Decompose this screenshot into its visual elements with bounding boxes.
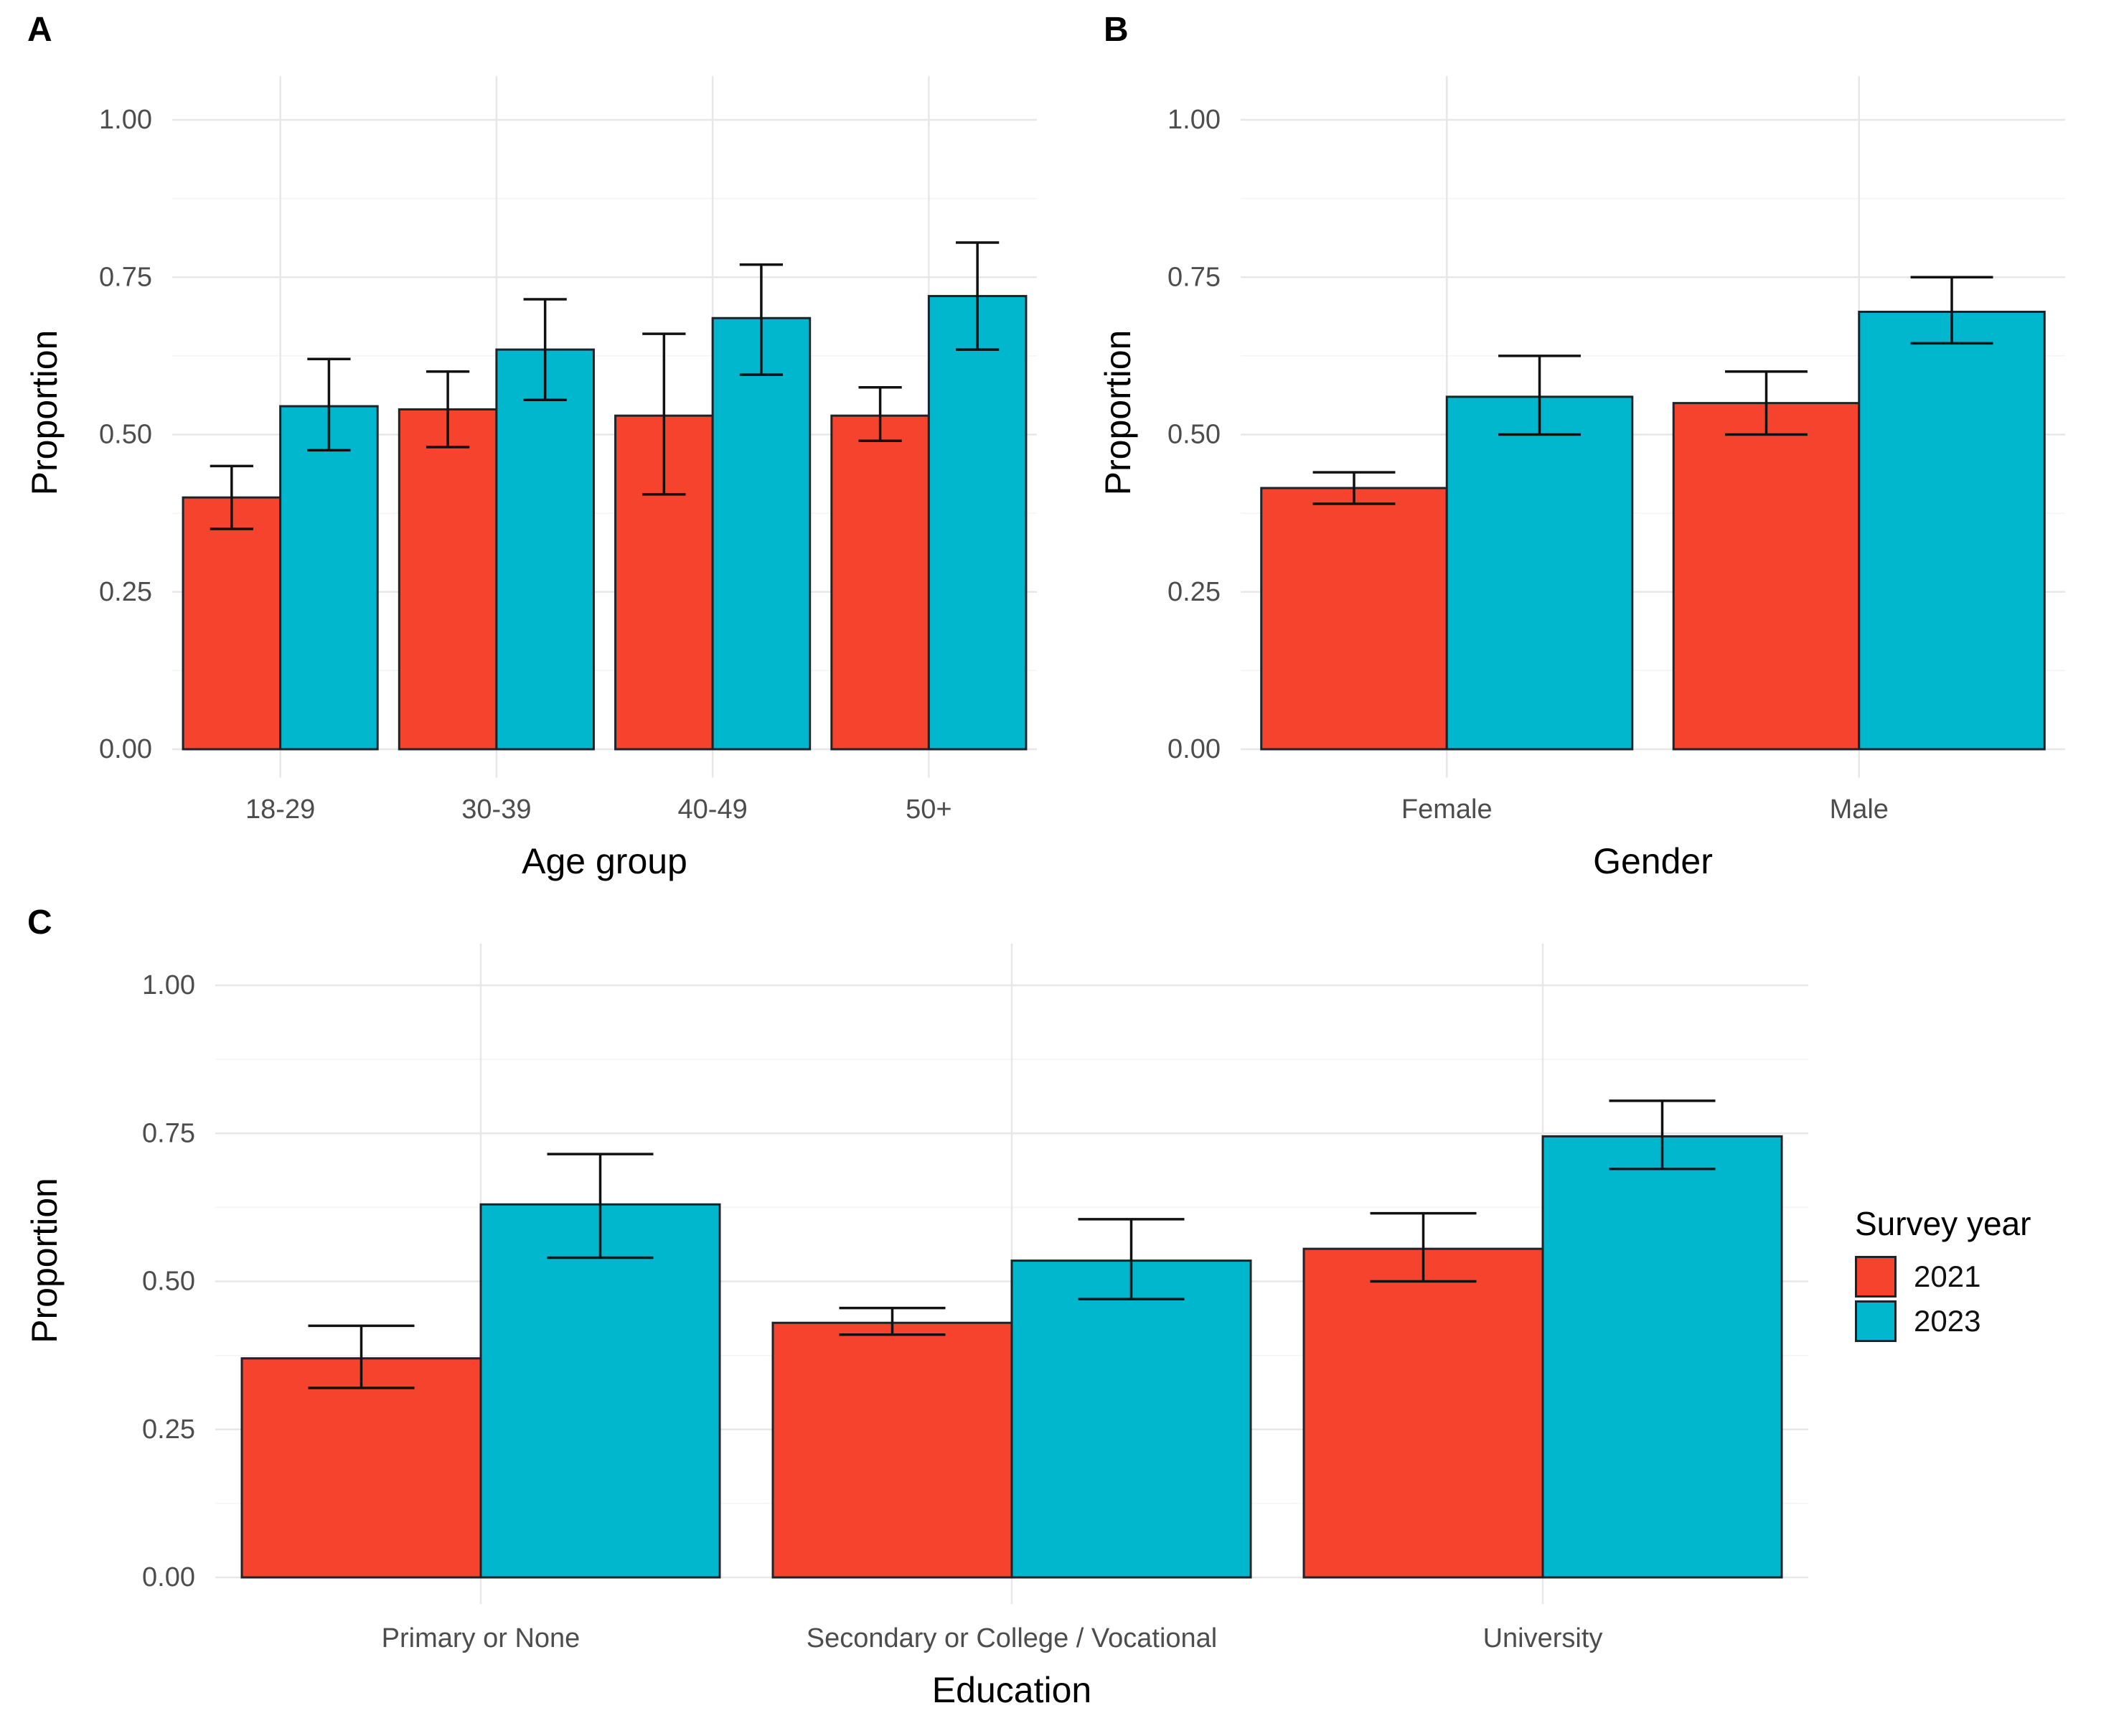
bar-2021-1 bbox=[1672, 402, 1861, 751]
legend-swatch-2021 bbox=[1855, 1256, 1897, 1298]
bar-2021-1 bbox=[398, 408, 498, 751]
svg-text:1.00: 1.00 bbox=[1167, 105, 1221, 135]
panel-label-b: B bbox=[1104, 11, 1129, 49]
bars-2023 bbox=[279, 295, 1028, 751]
error-bars-2021 bbox=[210, 332, 902, 530]
bars-2021 bbox=[1260, 402, 1861, 751]
error-bars-2023 bbox=[307, 241, 1000, 452]
y-axis-title: Proportion bbox=[24, 330, 65, 496]
error-bars-2021 bbox=[1312, 370, 1808, 505]
legend-items: 2021 2023 bbox=[1855, 1254, 2113, 1343]
bar-2021-0 bbox=[240, 1357, 482, 1579]
panel-label-a: A bbox=[27, 11, 52, 49]
y-axis-tick-labels: 0.00 0.25 0.50 0.75 1.00 bbox=[142, 970, 195, 1592]
bar-2021-0 bbox=[1260, 487, 1448, 751]
svg-text:0.00: 0.00 bbox=[142, 1562, 195, 1592]
bars-2023 bbox=[1445, 310, 2046, 751]
svg-text:Male: Male bbox=[1830, 794, 1889, 825]
svg-text:0.00: 0.00 bbox=[99, 734, 152, 764]
bar-2023-1 bbox=[1858, 310, 2046, 751]
bar-2021-2 bbox=[1302, 1247, 1544, 1579]
svg-text:0.25: 0.25 bbox=[142, 1414, 195, 1445]
bar-2021-0 bbox=[182, 496, 282, 751]
svg-text:0.50: 0.50 bbox=[1167, 420, 1221, 450]
panel-b-chart: 0.00 0.25 0.50 0.75 1.00 Female Male Gender Prop… bbox=[1098, 76, 2065, 881]
error-bars-2021 bbox=[308, 1211, 1477, 1389]
svg-text:50+: 50+ bbox=[906, 794, 951, 825]
bar-2023-0 bbox=[279, 405, 379, 751]
svg-text:18-29: 18-29 bbox=[245, 794, 315, 825]
bar-2021-1 bbox=[771, 1321, 1013, 1579]
svg-text:Primary or None: Primary or None bbox=[382, 1623, 581, 1653]
legend-item-2021: 2021 bbox=[1855, 1254, 2113, 1299]
svg-text:1.00: 1.00 bbox=[99, 105, 152, 135]
legend-item-2023: 2023 bbox=[1855, 1299, 2113, 1343]
legend-label-2023: 2023 bbox=[1914, 1304, 1981, 1338]
svg-text:0.50: 0.50 bbox=[99, 420, 152, 450]
y-axis-title: Proportion bbox=[1098, 330, 1138, 496]
x-axis-title: Education bbox=[932, 1670, 1091, 1710]
legend-label-2021: 2021 bbox=[1914, 1259, 1981, 1293]
panel-label-c: C bbox=[27, 904, 52, 942]
bar-2023-0 bbox=[1445, 395, 1634, 751]
bar-2023-3 bbox=[927, 295, 1028, 751]
svg-text:0.75: 0.75 bbox=[99, 262, 152, 292]
bars-2021 bbox=[240, 1247, 1544, 1579]
x-axis-category-labels: Primary or None Secondary or College / Vo… bbox=[382, 1623, 1603, 1653]
y-axis-title: Proportion bbox=[24, 1178, 65, 1343]
bar-2023-0 bbox=[479, 1203, 721, 1579]
svg-text:0.50: 0.50 bbox=[142, 1267, 195, 1297]
bar-2023-1 bbox=[495, 348, 595, 751]
bar-2023-2 bbox=[1541, 1135, 1783, 1579]
error-bars-2023 bbox=[547, 1099, 1716, 1300]
error-bars-2023 bbox=[1498, 276, 1993, 436]
svg-text:0.75: 0.75 bbox=[1167, 262, 1221, 292]
legend-title: Survey year bbox=[1855, 1205, 2031, 1242]
svg-text:1.00: 1.00 bbox=[142, 970, 195, 1000]
svg-text:40-49: 40-49 bbox=[678, 794, 748, 825]
panel-c-chart: 0.00 0.25 0.50 0.75 1.00 Primary or None Secon… bbox=[24, 944, 1808, 1710]
x-axis-category-labels: Female Male bbox=[1401, 794, 1889, 825]
survey-year-legend: Survey year 2021 2023 bbox=[1855, 1204, 2113, 1343]
bars-2023 bbox=[479, 1135, 1783, 1579]
svg-text:0.75: 0.75 bbox=[142, 1118, 195, 1148]
svg-text:30-39: 30-39 bbox=[461, 794, 531, 825]
bar-2021-3 bbox=[830, 414, 930, 751]
x-axis-title: Gender bbox=[1593, 841, 1713, 881]
x-axis-category-labels: 18-29 30-39 40-49 50+ bbox=[245, 794, 952, 825]
x-axis-title: Age group bbox=[522, 841, 687, 881]
y-axis-tick-labels: 0.00 0.25 0.50 0.75 1.00 bbox=[1167, 105, 1221, 764]
svg-text:Secondary or College / Vocatio: Secondary or College / Vocational bbox=[807, 1623, 1217, 1653]
legend-swatch-2023 bbox=[1855, 1300, 1897, 1342]
y-axis-tick-labels: 0.00 0.25 0.50 0.75 1.00 bbox=[99, 105, 152, 764]
svg-text:0.25: 0.25 bbox=[1167, 577, 1221, 607]
svg-text:University: University bbox=[1483, 1623, 1603, 1653]
panel-a-chart: 0.00 0.25 0.50 0.75 1.00 18-29 30-39 40-49 50+ Ag… bbox=[24, 76, 1037, 881]
svg-text:0.00: 0.00 bbox=[1167, 734, 1221, 764]
svg-text:0.25: 0.25 bbox=[99, 577, 152, 607]
bar-2023-1 bbox=[1010, 1259, 1252, 1579]
bar-2023-2 bbox=[711, 316, 812, 751]
svg-text:Female: Female bbox=[1401, 794, 1493, 825]
